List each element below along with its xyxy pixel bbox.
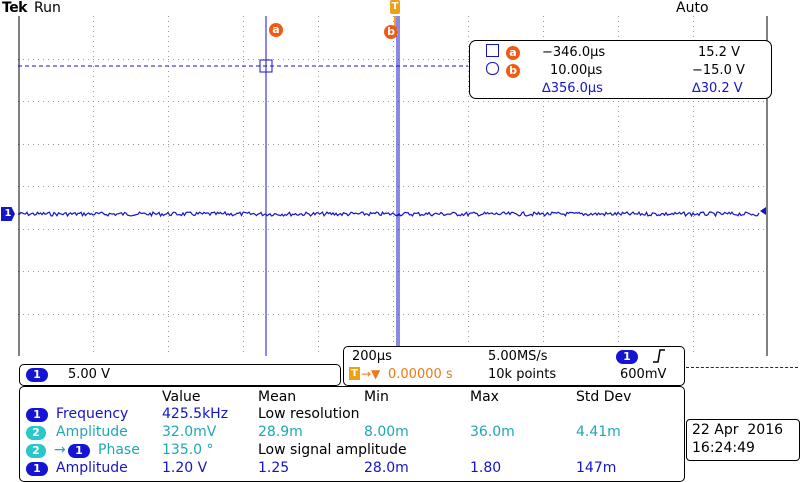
cursor-readout: a −346.0µs 15.2 V b 10.00µs −15.0 V ∆356… [469, 40, 772, 99]
trigger-level-line [686, 367, 798, 368]
measurement-std: 147m [576, 460, 617, 476]
channel-1-scale-readout[interactable]: 1 5.00 V [19, 364, 341, 386]
measurement-value: 1.20 V [162, 460, 208, 476]
cursor-b-voltage: −15.0 V [692, 63, 745, 78]
cursor-b-time: 10.00µs [550, 63, 603, 78]
channel-1-trace [18, 210, 760, 218]
cursor-a-voltage: 15.2 V [698, 45, 740, 60]
measurement-max: 36.0m [470, 424, 515, 440]
cursor-a-time: −346.0µs [542, 45, 606, 60]
header-min: Min [364, 389, 389, 405]
measurement-row[interactable]: 1 Frequency 425.5kHz Low resolution [20, 406, 680, 424]
cursor-a-square-icon[interactable] [259, 59, 273, 73]
measurement-reference-badge: 1 [68, 444, 90, 458]
measurement-value: 425.5kHz [162, 406, 229, 422]
measurement-min: 28.0m [364, 460, 409, 476]
measurement-name: Amplitude [56, 424, 128, 440]
trigger-position-marker[interactable]: T [390, 0, 400, 14]
measurement-channel-badge: 1 [26, 462, 48, 476]
measurement-mean: 28.9m [258, 424, 303, 440]
cursor-a-badge[interactable]: a [269, 23, 283, 37]
measurement-channel-badge: 2 [26, 444, 46, 458]
sample-rate: 5.00MS/s [488, 349, 548, 364]
cursor-b-badge[interactable]: b [384, 25, 398, 39]
channel-1-badge: 1 [26, 368, 48, 382]
trigger-source-badge: 1 [616, 350, 638, 364]
measurement-row[interactable]: 2 Amplitude 32.0mV 28.9m 8.00m 36.0m 4.41m [20, 424, 680, 442]
cursor-a-readout-badge: a [506, 46, 520, 60]
measurement-table: Value Mean Min Max Std Dev 1 Frequency 425… [19, 386, 685, 482]
header-value: Value [162, 389, 201, 405]
channel-1-ground-marker[interactable]: 1 [1, 207, 15, 221]
measurement-name: Amplitude [56, 460, 128, 476]
measurement-channel-badge: 1 [26, 408, 48, 422]
status-bar: Tek Run Auto [0, 0, 800, 18]
measurement-value: 32.0mV [162, 424, 217, 440]
trigger-position-badge: T [349, 367, 360, 380]
cursor-delta-time: ∆356.0µs [542, 81, 603, 96]
measurement-std: 4.41m [576, 424, 621, 440]
trigger-position-value: 0.00000 s [388, 367, 453, 382]
measurement-row[interactable]: 2 → 1 Phase 135.0 ° Low signal amplitude [20, 442, 680, 460]
trigger-arrow-icon: →▼ [361, 367, 381, 381]
measurement-mean: Low signal amplitude [258, 442, 407, 458]
trigger-mode[interactable]: Auto [676, 0, 709, 16]
measurement-name: Frequency [56, 406, 129, 422]
timebase-readout[interactable]: 200µs 5.00MS/s 1 T →▼ 0.00000 s 10k poin… [343, 346, 685, 386]
cursor-b-circle-icon [486, 62, 499, 80]
acquisition-state[interactable]: Run [34, 0, 61, 16]
brand-logo: Tek [2, 0, 28, 16]
date-time-readout: 22 Apr 2016 16:24:49 [686, 419, 800, 461]
measurement-value: 135.0 ° [162, 442, 214, 458]
rising-edge-icon [653, 349, 665, 363]
channel-1-volts-div: 5.00 V [68, 367, 110, 382]
header-std-dev: Std Dev [576, 389, 632, 405]
record-length: 10k points [488, 367, 557, 382]
measurement-max: 1.80 [470, 460, 502, 476]
measurement-channel-badge: 2 [26, 426, 46, 440]
header-mean: Mean [258, 389, 297, 405]
measurement-mean: Low resolution [258, 406, 360, 422]
cursor-b-readout-badge: b [506, 64, 520, 78]
header-max: Max [470, 389, 499, 405]
measurement-name: Phase [98, 442, 140, 458]
time-per-div: 200µs [352, 349, 392, 364]
measurement-mean: 1.25 [258, 460, 290, 476]
trigger-level: 600mV [620, 367, 667, 382]
phase-arrow-icon: → [54, 442, 66, 458]
date: 22 Apr 2016 [692, 422, 784, 438]
measurement-row[interactable]: 1 Amplitude 1.20 V 1.25 28.0m 1.80 147m [20, 460, 680, 478]
trace-offscreen-arrow-icon [760, 207, 766, 215]
measurement-min: 8.00m [364, 424, 409, 440]
cursor-delta-voltage: ∆30.2 V [692, 81, 743, 96]
time: 16:24:49 [692, 440, 755, 456]
cursor-a-square-icon [486, 44, 499, 62]
